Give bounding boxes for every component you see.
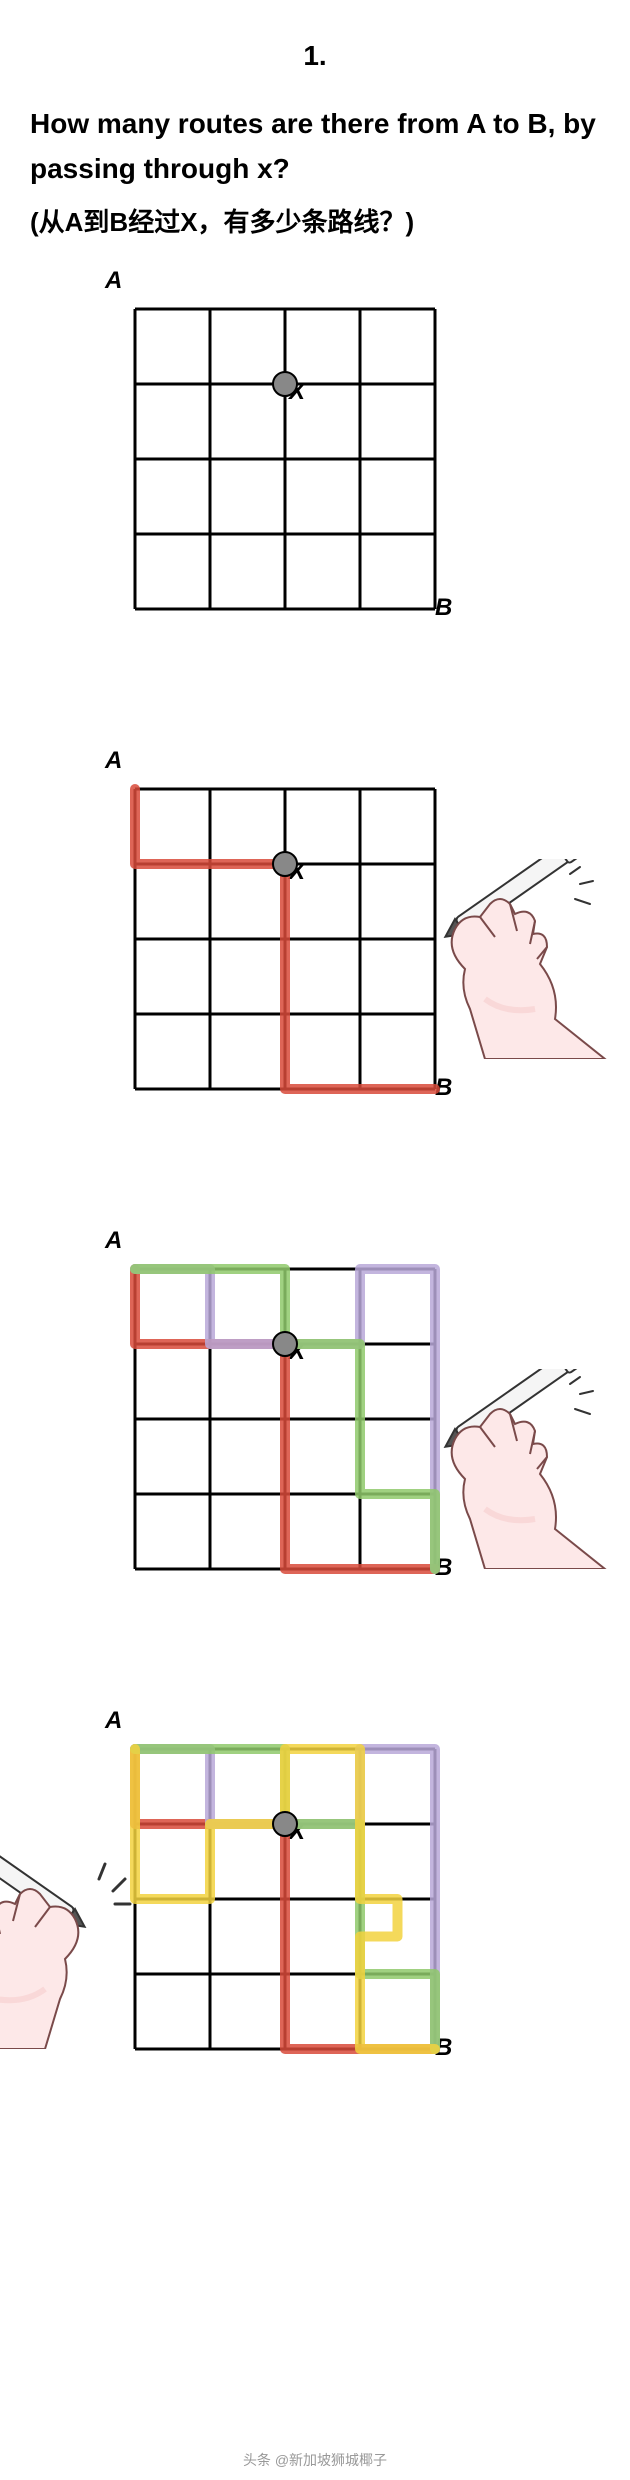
- hand-right-icon: [395, 1369, 630, 1574]
- grid: [125, 1739, 565, 2059]
- label-a: A: [105, 1707, 122, 1735]
- hand-right-icon: [395, 859, 630, 1064]
- label-a: A: [105, 1227, 122, 1255]
- label-a: A: [105, 747, 122, 775]
- panel-4: ABX: [65, 1739, 565, 2059]
- grid: [125, 299, 565, 619]
- panel-3: ABX: [65, 1259, 565, 1579]
- question-chinese: (从A到B经过X，有多少条路线？): [30, 202, 600, 239]
- panels-container: ABX ABX ABX: [30, 299, 600, 2059]
- panel-1: ABX: [65, 299, 565, 619]
- panel-2: ABX: [65, 779, 565, 1099]
- watermark: 头条 @新加坡狮城椰子: [0, 2450, 630, 2470]
- label-a: A: [105, 267, 122, 295]
- problem-number: 1.: [30, 40, 600, 72]
- hand-left-icon: [0, 1849, 175, 2054]
- question-english: How many routes are there from A to B, b…: [30, 102, 600, 192]
